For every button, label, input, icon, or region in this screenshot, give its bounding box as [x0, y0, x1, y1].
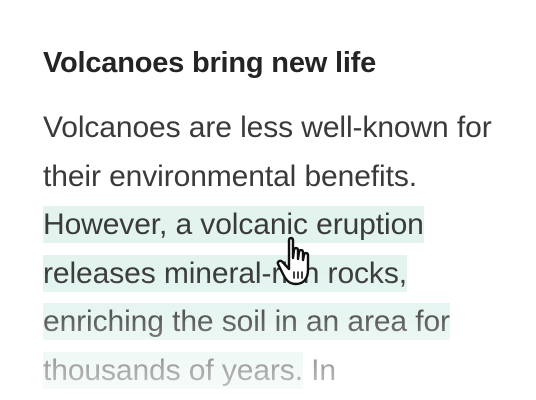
- article: Volcanoes bring new life Volcanoes are l…: [43, 42, 513, 395]
- paragraph-text-after: In: [302, 353, 336, 387]
- hand-pointer-icon: [276, 236, 320, 290]
- paragraph-text-before: Volcanoes are less well-known for their …: [43, 111, 492, 193]
- text-highlight[interactable]: However, a volcanic eruption releases mi…: [43, 206, 450, 389]
- article-heading: Volcanoes bring new life: [43, 47, 377, 79]
